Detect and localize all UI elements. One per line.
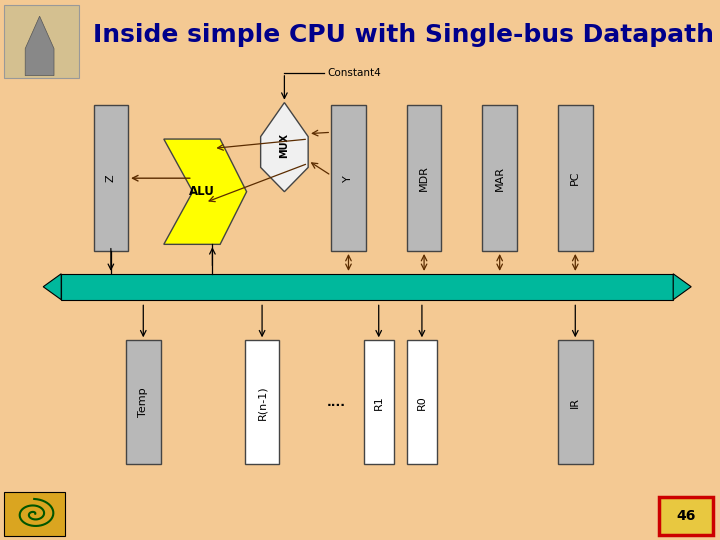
Text: 46: 46 (676, 509, 696, 523)
Bar (245, 340, 279, 464)
Polygon shape (43, 274, 61, 300)
Bar (0, 489, 720, 540)
Text: PC: PC (570, 171, 580, 185)
Bar (364, 340, 394, 464)
Text: R1: R1 (374, 395, 384, 410)
Bar (61, 274, 673, 300)
Text: ....: .... (327, 396, 346, 409)
Bar (4, 5, 79, 78)
Text: Chapter 3 - The Processing Unit: Chapter 3 - The Processing Unit (454, 510, 597, 518)
Text: Y: Y (343, 175, 354, 181)
Bar (331, 105, 366, 251)
Polygon shape (673, 274, 691, 300)
Bar (558, 340, 593, 464)
FancyBboxPatch shape (659, 497, 713, 535)
Bar (407, 105, 441, 251)
Polygon shape (261, 103, 308, 192)
Text: MUX: MUX (279, 133, 289, 158)
Polygon shape (25, 16, 54, 76)
Polygon shape (163, 139, 246, 244)
Text: Z: Z (106, 174, 116, 182)
Text: ALU: ALU (189, 185, 215, 198)
Text: R(n-1): R(n-1) (257, 385, 267, 420)
Text: Temp: Temp (138, 388, 148, 417)
Text: MDR: MDR (419, 165, 429, 191)
Text: Inside simple CPU with Single-bus Datapath: Inside simple CPU with Single-bus Datapa… (93, 23, 714, 47)
Text: IR: IR (570, 397, 580, 408)
Text: MAR: MAR (495, 166, 505, 191)
Bar (126, 340, 161, 464)
Bar (482, 105, 517, 251)
Bar (94, 105, 128, 251)
Text: 240-208 Fundamental of Computer Architecture: 240-208 Fundamental of Computer Architec… (76, 510, 293, 518)
Text: R0: R0 (417, 395, 427, 410)
Bar (407, 340, 437, 464)
Bar (558, 105, 593, 251)
Bar (4, 492, 65, 536)
Text: Constant4: Constant4 (328, 68, 382, 78)
